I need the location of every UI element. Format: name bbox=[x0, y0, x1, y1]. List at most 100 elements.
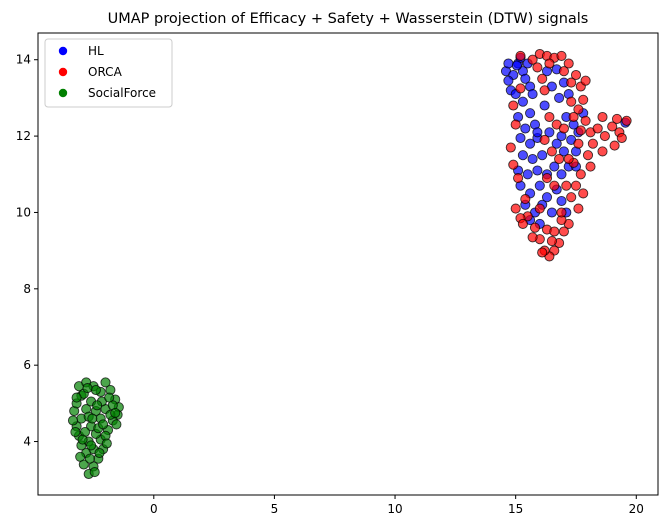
x-tick-label: 0 bbox=[150, 502, 158, 516]
point-orca bbox=[597, 146, 608, 157]
point-orca bbox=[592, 123, 603, 134]
point-hl bbox=[527, 89, 538, 100]
point-socialforce bbox=[71, 392, 82, 403]
point-hl bbox=[503, 58, 514, 69]
point-hl bbox=[539, 100, 550, 111]
point-orca bbox=[554, 153, 565, 165]
point-orca bbox=[566, 96, 577, 107]
point-socialforce bbox=[84, 453, 95, 464]
point-orca bbox=[607, 121, 618, 132]
plot-frame bbox=[37, 32, 659, 496]
x-tick-label: 20 bbox=[629, 502, 644, 516]
y-tick-label: 8 bbox=[23, 282, 31, 296]
point-orca bbox=[508, 159, 519, 170]
point-hl bbox=[525, 138, 536, 149]
point-socialforce bbox=[82, 383, 93, 394]
point-orca bbox=[575, 169, 586, 180]
point-hl bbox=[534, 180, 545, 191]
point-orca bbox=[520, 194, 531, 205]
point-hl bbox=[515, 132, 526, 144]
point-orca bbox=[578, 188, 589, 199]
point-orca bbox=[546, 236, 557, 247]
point-orca bbox=[510, 203, 521, 214]
point-orca bbox=[558, 123, 569, 134]
point-orca bbox=[573, 138, 584, 149]
point-orca bbox=[563, 153, 574, 165]
point-socialforce bbox=[89, 467, 100, 478]
point-orca bbox=[532, 62, 543, 73]
y-tick-label: 4 bbox=[23, 435, 31, 449]
y-tick-label: 6 bbox=[23, 358, 31, 372]
point-orca bbox=[534, 203, 545, 214]
point-orca bbox=[578, 94, 589, 105]
point-orca bbox=[621, 115, 632, 126]
point-hl bbox=[527, 153, 538, 165]
point-socialforce bbox=[77, 434, 88, 445]
y-tick-label: 12 bbox=[16, 129, 31, 143]
y-axis: 4 6 8 10 12 14 bbox=[16, 53, 38, 449]
x-tick-label: 15 bbox=[508, 502, 523, 516]
point-orca bbox=[527, 54, 538, 65]
legend-label-socialforce: SocialForce bbox=[88, 86, 156, 100]
point-orca bbox=[587, 138, 598, 149]
point-orca bbox=[585, 161, 596, 172]
y-tick-label: 10 bbox=[16, 205, 31, 219]
point-orca bbox=[556, 207, 567, 218]
point-hl bbox=[503, 75, 514, 86]
legend-label-hl: HL bbox=[88, 44, 104, 58]
point-orca bbox=[513, 173, 524, 184]
point-socialforce bbox=[111, 419, 122, 430]
point-orca bbox=[539, 134, 550, 145]
point-hl bbox=[554, 92, 565, 103]
point-orca bbox=[541, 173, 553, 184]
point-hl bbox=[546, 207, 557, 218]
legend-marker-socialforce bbox=[58, 88, 68, 98]
point-orca bbox=[549, 226, 560, 237]
point-socialforce bbox=[104, 392, 115, 403]
point-orca bbox=[611, 113, 623, 124]
point-hl bbox=[556, 169, 567, 180]
point-socialforce bbox=[67, 415, 79, 426]
point-orca bbox=[575, 125, 586, 136]
point-orca bbox=[566, 192, 577, 203]
point-hl bbox=[520, 123, 531, 134]
legend-box bbox=[44, 38, 173, 108]
point-hl bbox=[549, 161, 560, 172]
point-orca bbox=[558, 66, 569, 77]
point-orca bbox=[561, 180, 572, 191]
point-hl bbox=[541, 192, 553, 203]
point-orca bbox=[527, 232, 538, 243]
point-orca bbox=[517, 218, 528, 229]
points-layer bbox=[67, 48, 632, 480]
legend-marker-hl bbox=[58, 46, 68, 56]
point-orca bbox=[563, 58, 574, 69]
point-hl bbox=[537, 150, 548, 161]
point-socialforce bbox=[87, 413, 98, 424]
point-socialforce bbox=[100, 377, 111, 388]
point-orca bbox=[570, 180, 582, 191]
point-orca bbox=[568, 111, 579, 123]
plot-area bbox=[38, 33, 658, 495]
point-orca bbox=[508, 100, 519, 111]
point-hl bbox=[532, 127, 543, 138]
point-socialforce bbox=[94, 447, 105, 459]
point-hl bbox=[517, 96, 528, 107]
point-orca bbox=[609, 140, 620, 151]
point-hl bbox=[556, 195, 567, 207]
point-orca bbox=[558, 226, 569, 237]
point-orca bbox=[544, 111, 555, 123]
point-orca bbox=[582, 150, 594, 161]
point-orca bbox=[515, 83, 526, 94]
point-orca bbox=[549, 180, 560, 191]
x-tick-label: 5 bbox=[271, 502, 279, 516]
point-hl bbox=[520, 73, 531, 84]
point-orca bbox=[546, 146, 557, 157]
point-orca bbox=[510, 119, 521, 130]
point-orca bbox=[505, 142, 516, 153]
point-orca bbox=[537, 73, 548, 84]
point-hl bbox=[517, 150, 528, 161]
point-socialforce bbox=[86, 440, 97, 451]
point-socialforce bbox=[75, 451, 86, 462]
legend: HL ORCA SocialForce bbox=[44, 38, 173, 108]
